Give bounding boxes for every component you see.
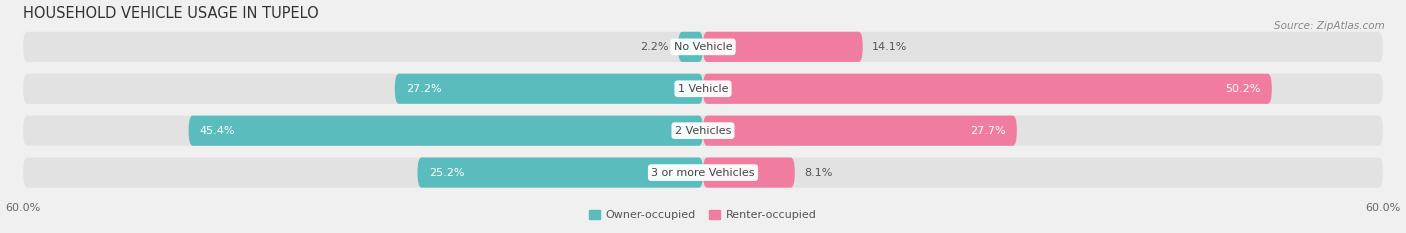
FancyBboxPatch shape xyxy=(418,158,703,188)
Text: No Vehicle: No Vehicle xyxy=(673,42,733,52)
FancyBboxPatch shape xyxy=(703,32,863,62)
FancyBboxPatch shape xyxy=(22,32,1384,62)
Text: HOUSEHOLD VEHICLE USAGE IN TUPELO: HOUSEHOLD VEHICLE USAGE IN TUPELO xyxy=(22,6,319,21)
FancyBboxPatch shape xyxy=(678,32,703,62)
Text: 25.2%: 25.2% xyxy=(429,168,464,178)
Text: 1 Vehicle: 1 Vehicle xyxy=(678,84,728,94)
Text: 2 Vehicles: 2 Vehicles xyxy=(675,126,731,136)
Text: 14.1%: 14.1% xyxy=(872,42,907,52)
FancyBboxPatch shape xyxy=(22,74,1384,104)
FancyBboxPatch shape xyxy=(22,116,1384,146)
FancyBboxPatch shape xyxy=(188,116,703,146)
Text: 2.2%: 2.2% xyxy=(641,42,669,52)
Text: Source: ZipAtlas.com: Source: ZipAtlas.com xyxy=(1274,21,1385,31)
Text: 27.2%: 27.2% xyxy=(406,84,441,94)
Text: 50.2%: 50.2% xyxy=(1225,84,1260,94)
Legend: Owner-occupied, Renter-occupied: Owner-occupied, Renter-occupied xyxy=(585,206,821,225)
FancyBboxPatch shape xyxy=(703,74,1272,104)
Text: 27.7%: 27.7% xyxy=(970,126,1005,136)
Text: 45.4%: 45.4% xyxy=(200,126,235,136)
FancyBboxPatch shape xyxy=(703,158,794,188)
Text: 8.1%: 8.1% xyxy=(804,168,832,178)
FancyBboxPatch shape xyxy=(395,74,703,104)
FancyBboxPatch shape xyxy=(22,158,1384,188)
Text: 3 or more Vehicles: 3 or more Vehicles xyxy=(651,168,755,178)
FancyBboxPatch shape xyxy=(703,116,1017,146)
